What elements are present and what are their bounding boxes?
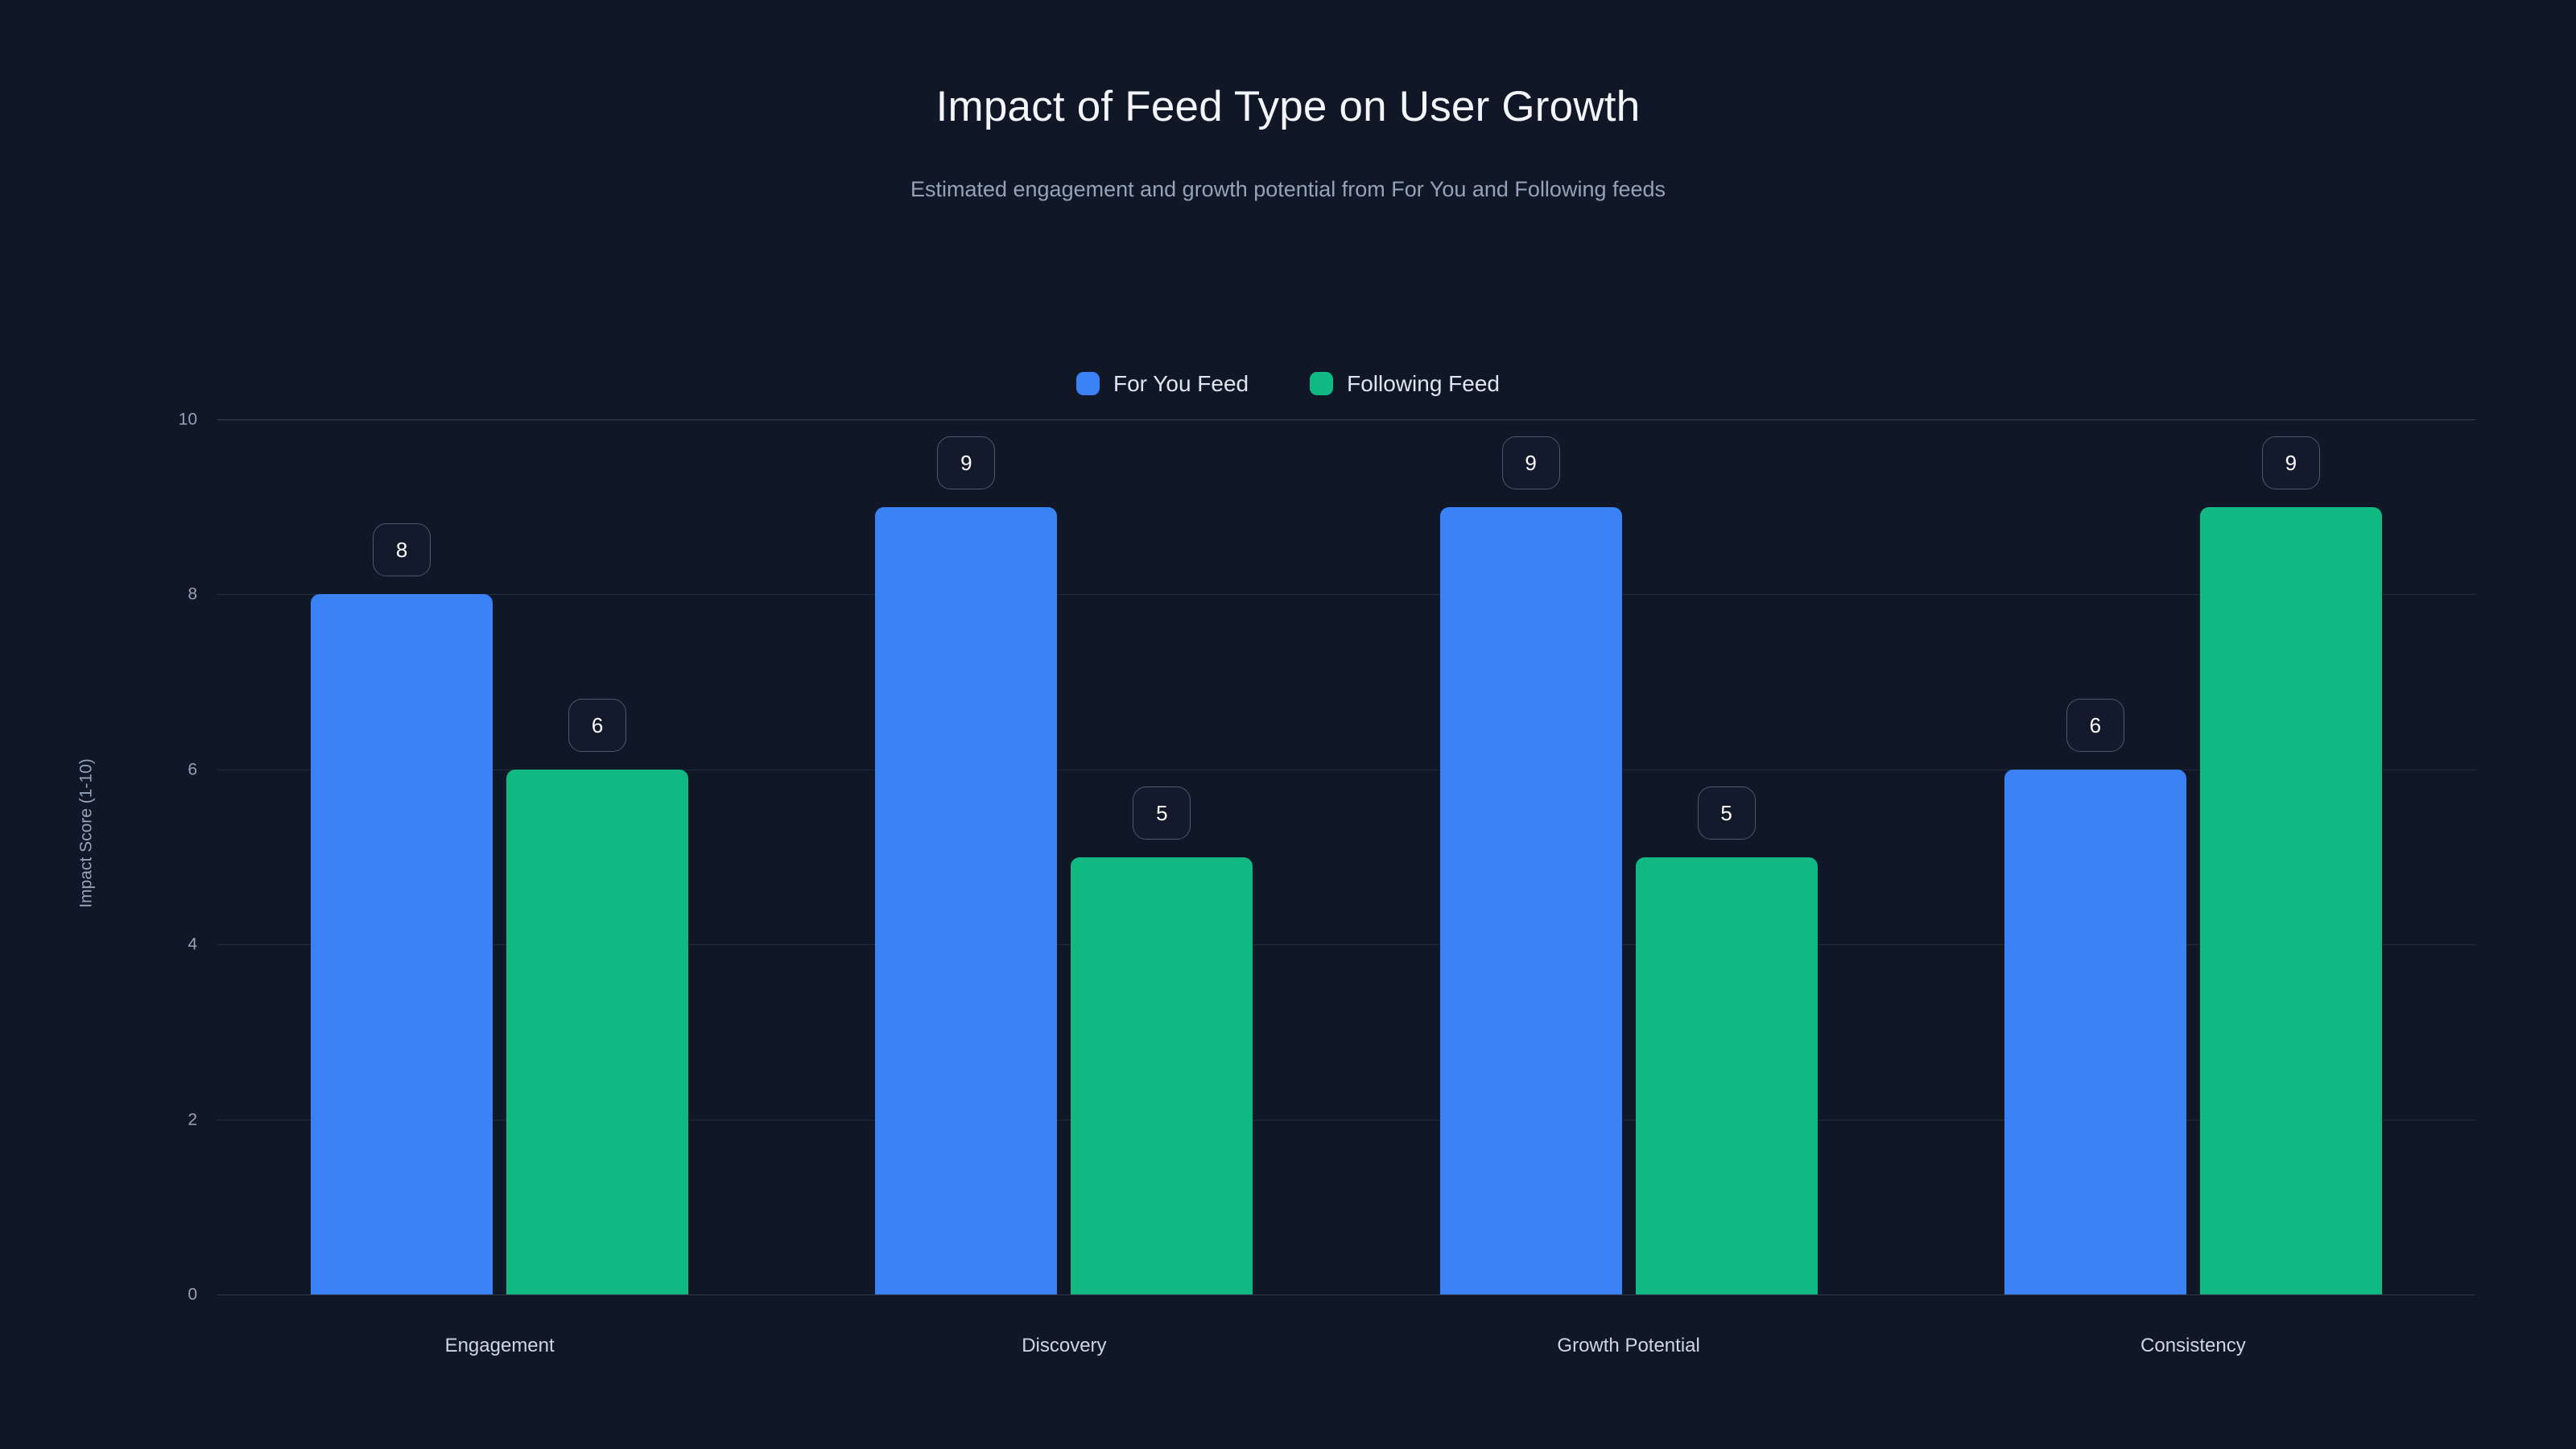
legend-item-label: For You Feed bbox=[1113, 370, 1249, 396]
y-axis-tick-label: 2 bbox=[188, 1110, 197, 1129]
bar[interactable] bbox=[2199, 506, 2382, 1294]
y-axis-tick-label: 10 bbox=[178, 410, 197, 429]
x-axis-tick-label: Engagement bbox=[444, 1335, 555, 1356]
bar[interactable] bbox=[875, 506, 1058, 1294]
bar[interactable] bbox=[2004, 769, 2186, 1294]
x-axis-tick-label: Consistency bbox=[2140, 1335, 2246, 1356]
bar[interactable] bbox=[1439, 506, 1622, 1294]
legend-swatch-icon bbox=[1310, 372, 1334, 395]
gridline bbox=[217, 594, 2475, 596]
bar-value-badge: 9 bbox=[2261, 436, 2320, 489]
y-axis-tick-label: 4 bbox=[188, 935, 197, 954]
chart-header: Impact of Feed Type on User Growth Estim… bbox=[0, 0, 2576, 202]
bar-value-badge: 9 bbox=[1501, 436, 1560, 489]
y-axis-tick-label: 6 bbox=[188, 760, 197, 779]
x-axis-tick-label: Discovery bbox=[1022, 1335, 1107, 1356]
bar-value-badge: 5 bbox=[1133, 786, 1191, 840]
gridline bbox=[217, 1119, 2475, 1121]
y-axis-title: Impact Score (1-10) bbox=[76, 758, 96, 908]
chart-legend: For You Feed Following Feed bbox=[0, 372, 2576, 395]
bar[interactable] bbox=[1635, 857, 1818, 1294]
gridline bbox=[217, 419, 2475, 420]
bar-value-badge: 9 bbox=[937, 436, 996, 489]
gridline bbox=[217, 1294, 2475, 1295]
plot-canvas: 8 6 9 5 9 5 6 9 bbox=[217, 419, 2475, 1295]
bar[interactable] bbox=[506, 769, 689, 1294]
bar-value-badge: 8 bbox=[373, 523, 431, 577]
x-axis-tick-label: Growth Potential bbox=[1557, 1335, 1700, 1356]
legend-item-following-feed[interactable]: Following Feed bbox=[1310, 372, 1500, 395]
y-axis-tick-label: 0 bbox=[188, 1285, 197, 1304]
bar-value-badge: 5 bbox=[1697, 786, 1756, 840]
page-title: Impact of Feed Type on User Growth bbox=[935, 83, 1641, 130]
chart-subtitle: Estimated engagement and growth potentia… bbox=[910, 177, 1666, 202]
gridline bbox=[217, 944, 2475, 946]
legend-item-label: Following Feed bbox=[1347, 370, 1500, 396]
bar[interactable] bbox=[311, 594, 493, 1294]
bar-value-badge: 6 bbox=[2066, 698, 2124, 752]
legend-item-for-you-feed[interactable]: For You Feed bbox=[1076, 372, 1249, 395]
bar[interactable] bbox=[1071, 857, 1253, 1294]
y-axis-tick-label: 8 bbox=[188, 584, 197, 604]
bar-value-badge: 6 bbox=[568, 698, 627, 752]
legend-swatch-icon bbox=[1076, 372, 1100, 395]
